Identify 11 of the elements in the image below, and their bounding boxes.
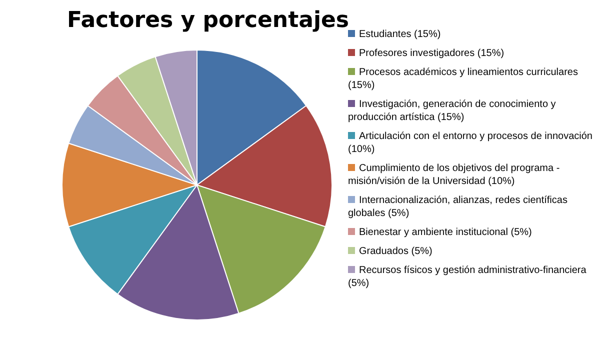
legend-label: Profesores investigadores (15%) (358, 47, 506, 60)
legend-label: Cumplimiento de los objetivos del programa - misión/visión de la Universidad (10%) (348, 162, 561, 188)
legend-label: Investigación, generación de conocimiento y producción artística (15%) (348, 98, 557, 124)
legend-label: Estudiantes (15%) (358, 28, 442, 41)
legend-label: Graduados (5%) (358, 245, 434, 258)
chart-title: Factores y porcentajes (66, 8, 350, 33)
legend-label: Procesos académicos y lineamientos curriculares (15%) (348, 66, 579, 92)
legend-label: Recursos físicos y gestión administrativo-financiera (5%) (348, 264, 588, 290)
legend-label: Bienestar y ambiente institucional (5%) (358, 226, 533, 239)
legend-label: Articulación con el entorno y procesos de innovación (10%) (348, 130, 594, 156)
legend-label: Internacionalización, alianzas, redes científicas globales (5%) (348, 194, 568, 220)
